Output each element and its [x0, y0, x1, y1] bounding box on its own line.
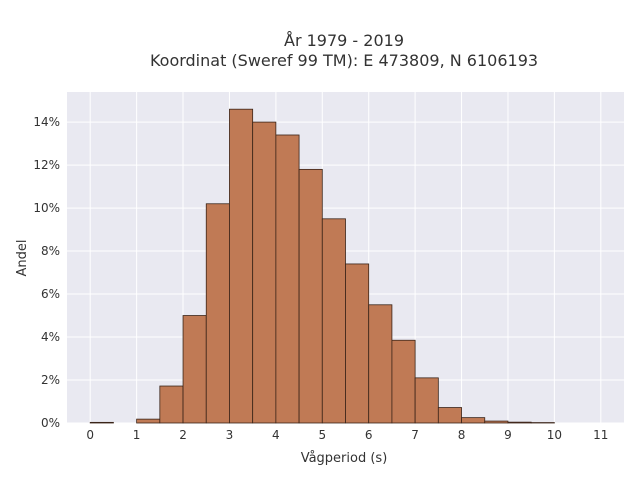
- histogram-bar: [391, 339, 416, 424]
- y-tick-label: 14%: [33, 115, 60, 129]
- x-axis-ticks: 0 1 2 3 4 5 6 7 8 9 10 11: [86, 428, 608, 442]
- chart-title-line-2: Koordinat (Sweref 99 TM): E 473809, N 61…: [150, 51, 538, 70]
- histogram-bar: [507, 421, 532, 424]
- x-tick-label: 3: [226, 428, 234, 442]
- histogram-bar: [205, 203, 230, 424]
- chart-title-line-1: År 1979 - 2019: [284, 31, 404, 50]
- histogram-bar: [437, 407, 462, 424]
- histogram-bar: [182, 315, 207, 424]
- histogram-bar: [321, 218, 346, 424]
- histogram-bar: [89, 421, 114, 424]
- x-tick-label: 7: [411, 428, 419, 442]
- y-tick-label: 10%: [33, 201, 60, 215]
- x-tick-label: 10: [547, 428, 562, 442]
- histogram-bar: [461, 417, 486, 424]
- x-tick-label: 8: [458, 428, 466, 442]
- y-axis-title: Andel: [15, 240, 30, 277]
- y-axis-ticks: 0% 2% 4% 6% 8% 10% 12% 14%: [33, 115, 60, 430]
- histogram-bar: [345, 263, 370, 424]
- y-tick-label: 12%: [33, 158, 60, 172]
- x-tick-label: 1: [133, 428, 141, 442]
- x-tick-label: 0: [86, 428, 94, 442]
- y-tick-label: 0%: [41, 416, 60, 430]
- x-tick-label: 6: [365, 428, 373, 442]
- histogram-bar: [414, 377, 439, 424]
- histogram-bar: [229, 108, 254, 424]
- x-tick-label: 4: [272, 428, 280, 442]
- histogram-bar: [275, 134, 300, 424]
- histogram-bar: [298, 168, 323, 424]
- y-tick-label: 4%: [41, 330, 60, 344]
- histogram-bar: [159, 385, 184, 424]
- x-tick-label: 2: [179, 428, 187, 442]
- x-axis-title: Vågperiod (s): [301, 451, 388, 466]
- histogram-bar: [136, 418, 161, 424]
- bars: [89, 108, 555, 424]
- y-tick-label: 8%: [41, 244, 60, 258]
- histogram-bar: [368, 304, 393, 424]
- histogram-bar: [252, 121, 277, 424]
- y-tick-label: 6%: [41, 287, 60, 301]
- histogram-bar: [484, 420, 509, 424]
- x-tick-label: 11: [593, 428, 608, 442]
- y-tick-label: 2%: [41, 373, 60, 387]
- x-tick-label: 9: [504, 428, 512, 442]
- x-tick-label: 5: [318, 428, 326, 442]
